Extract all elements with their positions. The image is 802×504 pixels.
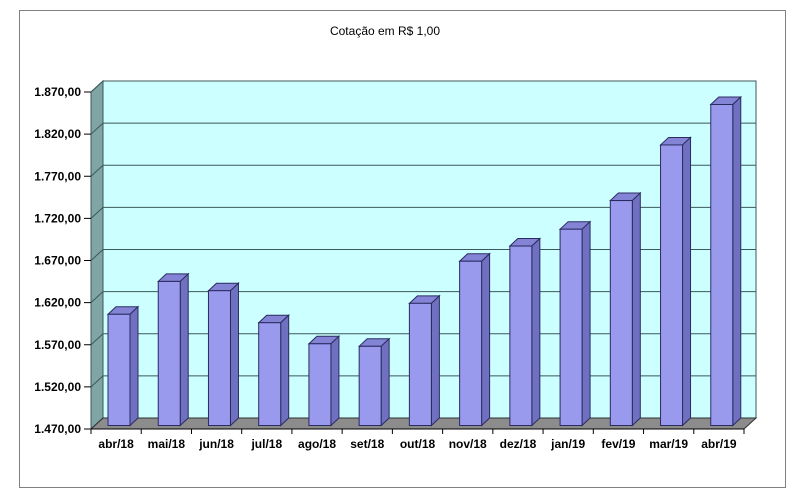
y-axis-label: 1.620,00 xyxy=(34,296,81,310)
y-axis-label: 1.720,00 xyxy=(34,211,81,225)
bar-side-face xyxy=(129,305,139,427)
gridline-connector xyxy=(90,80,104,93)
bar-front-face xyxy=(258,322,282,426)
bar-side-face xyxy=(682,136,692,427)
gridline-connector xyxy=(90,375,104,388)
bar-front-face xyxy=(559,228,583,426)
bar-front-face xyxy=(207,290,231,427)
bar-front-face xyxy=(408,302,432,426)
bar-side-face xyxy=(481,252,491,427)
x-axis-label: set/18 xyxy=(350,437,384,451)
bar-side-face xyxy=(280,314,290,427)
x-axis-label: mar/19 xyxy=(649,437,688,451)
bar-front-face xyxy=(107,313,131,427)
gridline-connector xyxy=(90,333,104,346)
bar-front-face xyxy=(609,200,633,426)
x-axis-label: fev/19 xyxy=(601,437,635,451)
bar-side-face xyxy=(229,282,239,427)
x-axis-label: abr/18 xyxy=(98,437,134,451)
gridline-connector xyxy=(90,249,104,261)
bar-side-face xyxy=(732,95,742,427)
bar-set-18 xyxy=(357,337,391,427)
bar-front-face xyxy=(157,280,181,426)
bar-front-face xyxy=(459,260,483,426)
y-axis-label: 1.470,00 xyxy=(34,422,81,436)
x-axis-label: jul/18 xyxy=(250,437,282,451)
y-axis-label: 1.820,00 xyxy=(34,127,81,141)
chart-title: Cotação em R$ 1,00 xyxy=(329,24,441,38)
bar-side-face xyxy=(631,191,641,427)
x-axis-label: out/18 xyxy=(400,437,436,451)
gridline-connector xyxy=(90,164,104,177)
gridline-connector xyxy=(90,291,104,303)
y-axis-label: 1.520,00 xyxy=(34,380,81,394)
bar-ago-18 xyxy=(307,335,341,427)
bar-front-face xyxy=(308,343,332,426)
bar-jan-19 xyxy=(558,220,592,427)
y-axis-label: 1.670,00 xyxy=(34,254,81,268)
bar-front-face xyxy=(358,345,382,426)
bar-out-18 xyxy=(408,294,441,427)
bar-front-face xyxy=(710,104,734,426)
bar-nov-18 xyxy=(458,252,491,427)
bar-side-face xyxy=(380,337,390,427)
bar-fev-19 xyxy=(609,191,642,427)
x-axis-label: jun/18 xyxy=(198,437,234,451)
bar-side-face xyxy=(430,294,440,427)
x-axis-label: jan/19 xyxy=(550,437,585,451)
bar-mai-18 xyxy=(156,272,190,427)
x-axis-label: mai/18 xyxy=(148,437,186,451)
bar-front-face xyxy=(660,144,684,426)
gridline-connector xyxy=(90,207,104,219)
bar-side-face xyxy=(330,335,340,427)
bar-abr-18 xyxy=(106,305,140,427)
bar-mar-19 xyxy=(659,136,692,427)
bar-jul-18 xyxy=(257,314,290,427)
chart-frame: Cotação em R$ 1,00 1.470,00 1.520,00 1.570… xyxy=(19,10,786,488)
bar-side-face xyxy=(531,237,541,427)
y-axis-label: 1.570,00 xyxy=(34,338,81,352)
bar-side-face xyxy=(179,272,189,427)
y-axis-label: 1.770,00 xyxy=(34,169,81,183)
plot-area-3d: 1.470,00 1.520,00 1.570,00 1.620,00 1.670,00… xyxy=(34,79,758,451)
bar-dez-18 xyxy=(508,237,542,427)
bar-front-face xyxy=(509,245,533,426)
bar-side-face xyxy=(581,220,591,427)
bar-abr-19 xyxy=(709,95,743,427)
x-axis-label: abr/19 xyxy=(701,437,737,451)
y-axis-label: 1.870,00 xyxy=(34,85,81,99)
x-axis-label: nov/18 xyxy=(449,437,487,451)
bar-jun-18 xyxy=(207,282,240,427)
x-axis-label: ago/18 xyxy=(298,437,336,451)
gridline-connector xyxy=(90,122,104,135)
x-axis-label: dez/18 xyxy=(500,437,537,451)
